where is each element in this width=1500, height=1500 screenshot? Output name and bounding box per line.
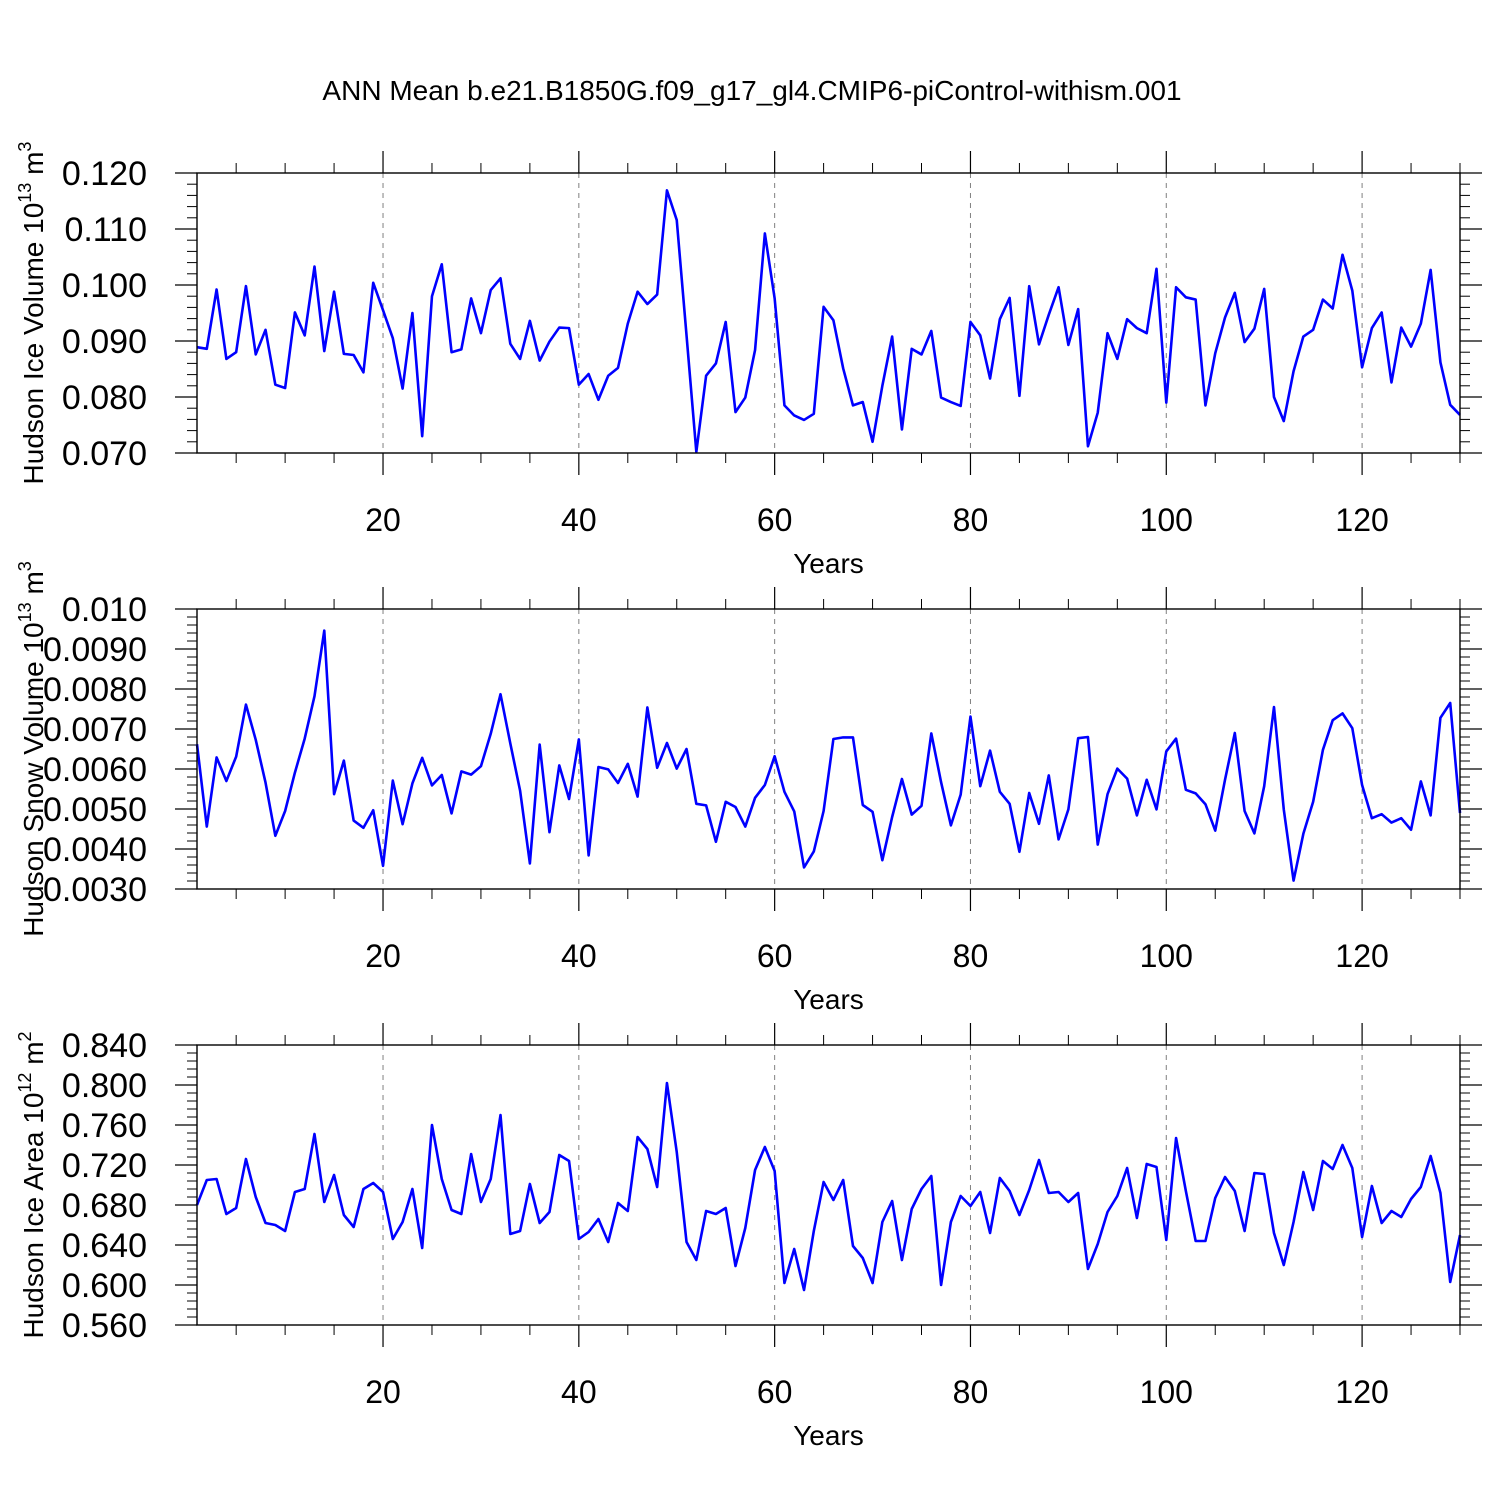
x-tick-label: 20 [365,938,401,974]
y-tick-label: 0.560 [62,1307,147,1345]
y-tick-label: 0.090 [62,323,147,361]
series-line [195,629,1462,882]
y-tick-label: 0.0030 [43,871,147,909]
plot-frame [196,608,1461,890]
x-tick-label: 80 [953,502,989,538]
y-tick-label: 0.120 [62,155,147,193]
y-tick-label: 0.800 [62,1067,147,1105]
y-tick-label: 0.0070 [43,711,147,749]
y-tick-label: 0.0040 [43,831,147,869]
x-tick-label: 40 [561,938,597,974]
x-tick-label: 80 [953,1374,989,1410]
y-tick-label: 0.0060 [43,751,147,789]
y-tick-label: 0.760 [62,1107,147,1145]
series-line [196,189,1461,454]
x-tick-label: 120 [1335,502,1388,538]
plot-frame [196,172,1461,454]
y-axis-title: Hudson Ice Volume 1013 m3 [15,142,49,485]
x-tick-label: 120 [1335,1374,1388,1410]
y-tick-label: 0.110 [64,211,147,249]
y-axis-title: Hudson Snow Volume 1013 m3 [15,561,49,937]
y-tick-label: 0.840 [62,1027,147,1065]
y-tick-label: 0.100 [62,267,147,305]
y-tick-label: 0.0050 [43,791,147,829]
x-tick-label: 60 [757,502,793,538]
x-tick-label: 20 [365,1374,401,1410]
panels: 0.070 0.080 0.090 0.100 0.110 0.120 20 40 60 80 10… [15,142,1482,1451]
y-tick-label: 0.0090 [43,631,147,669]
x-tick-label: 60 [757,938,793,974]
y-tick-label: 0.080 [62,379,147,417]
x-tick-label: 20 [365,502,401,538]
x-tick-label: 40 [561,1374,597,1410]
x-axis-title: Years [793,1420,864,1451]
y-tick-label: 0.010 [62,591,147,629]
y-tick-label: 0.070 [62,435,147,473]
x-axis-title: Years [793,984,864,1015]
x-tick-label: 60 [757,1374,793,1410]
x-tick-label: 100 [1140,938,1193,974]
x-tick-label: 40 [561,502,597,538]
chart-panel-3: 0.5600.6000.6400.6800.7200.7600.8000.840… [15,1023,1482,1451]
x-tick-label: 100 [1140,1374,1193,1410]
x-tick-label: 100 [1140,502,1193,538]
x-tick-label: 80 [953,938,989,974]
y-tick-label: 0.600 [62,1267,147,1305]
chart-panel-2: 0.00300.00400.00500.00600.00700.00800.00… [15,561,1482,1015]
chart-panel-1: 0.070 0.080 0.090 0.100 0.110 0.120 20 40 60 80 10… [15,142,1482,579]
y-tick-label: 0.640 [62,1227,147,1265]
y-tick-label: 0.680 [62,1187,147,1225]
x-axis-title: Years [793,548,864,579]
y-axis-title: Hudson Ice Area 1012 m2 [15,1031,49,1338]
plot-frame [196,1044,1461,1326]
y-tick-label: 0.720 [62,1147,147,1185]
figure-title: ANN Mean b.e21.B1850G.f09_g17_gl4.CMIP6-… [322,75,1181,106]
y-tick-label: 0.0080 [43,671,147,709]
series-line [195,1081,1462,1292]
x-tick-label: 120 [1335,938,1388,974]
